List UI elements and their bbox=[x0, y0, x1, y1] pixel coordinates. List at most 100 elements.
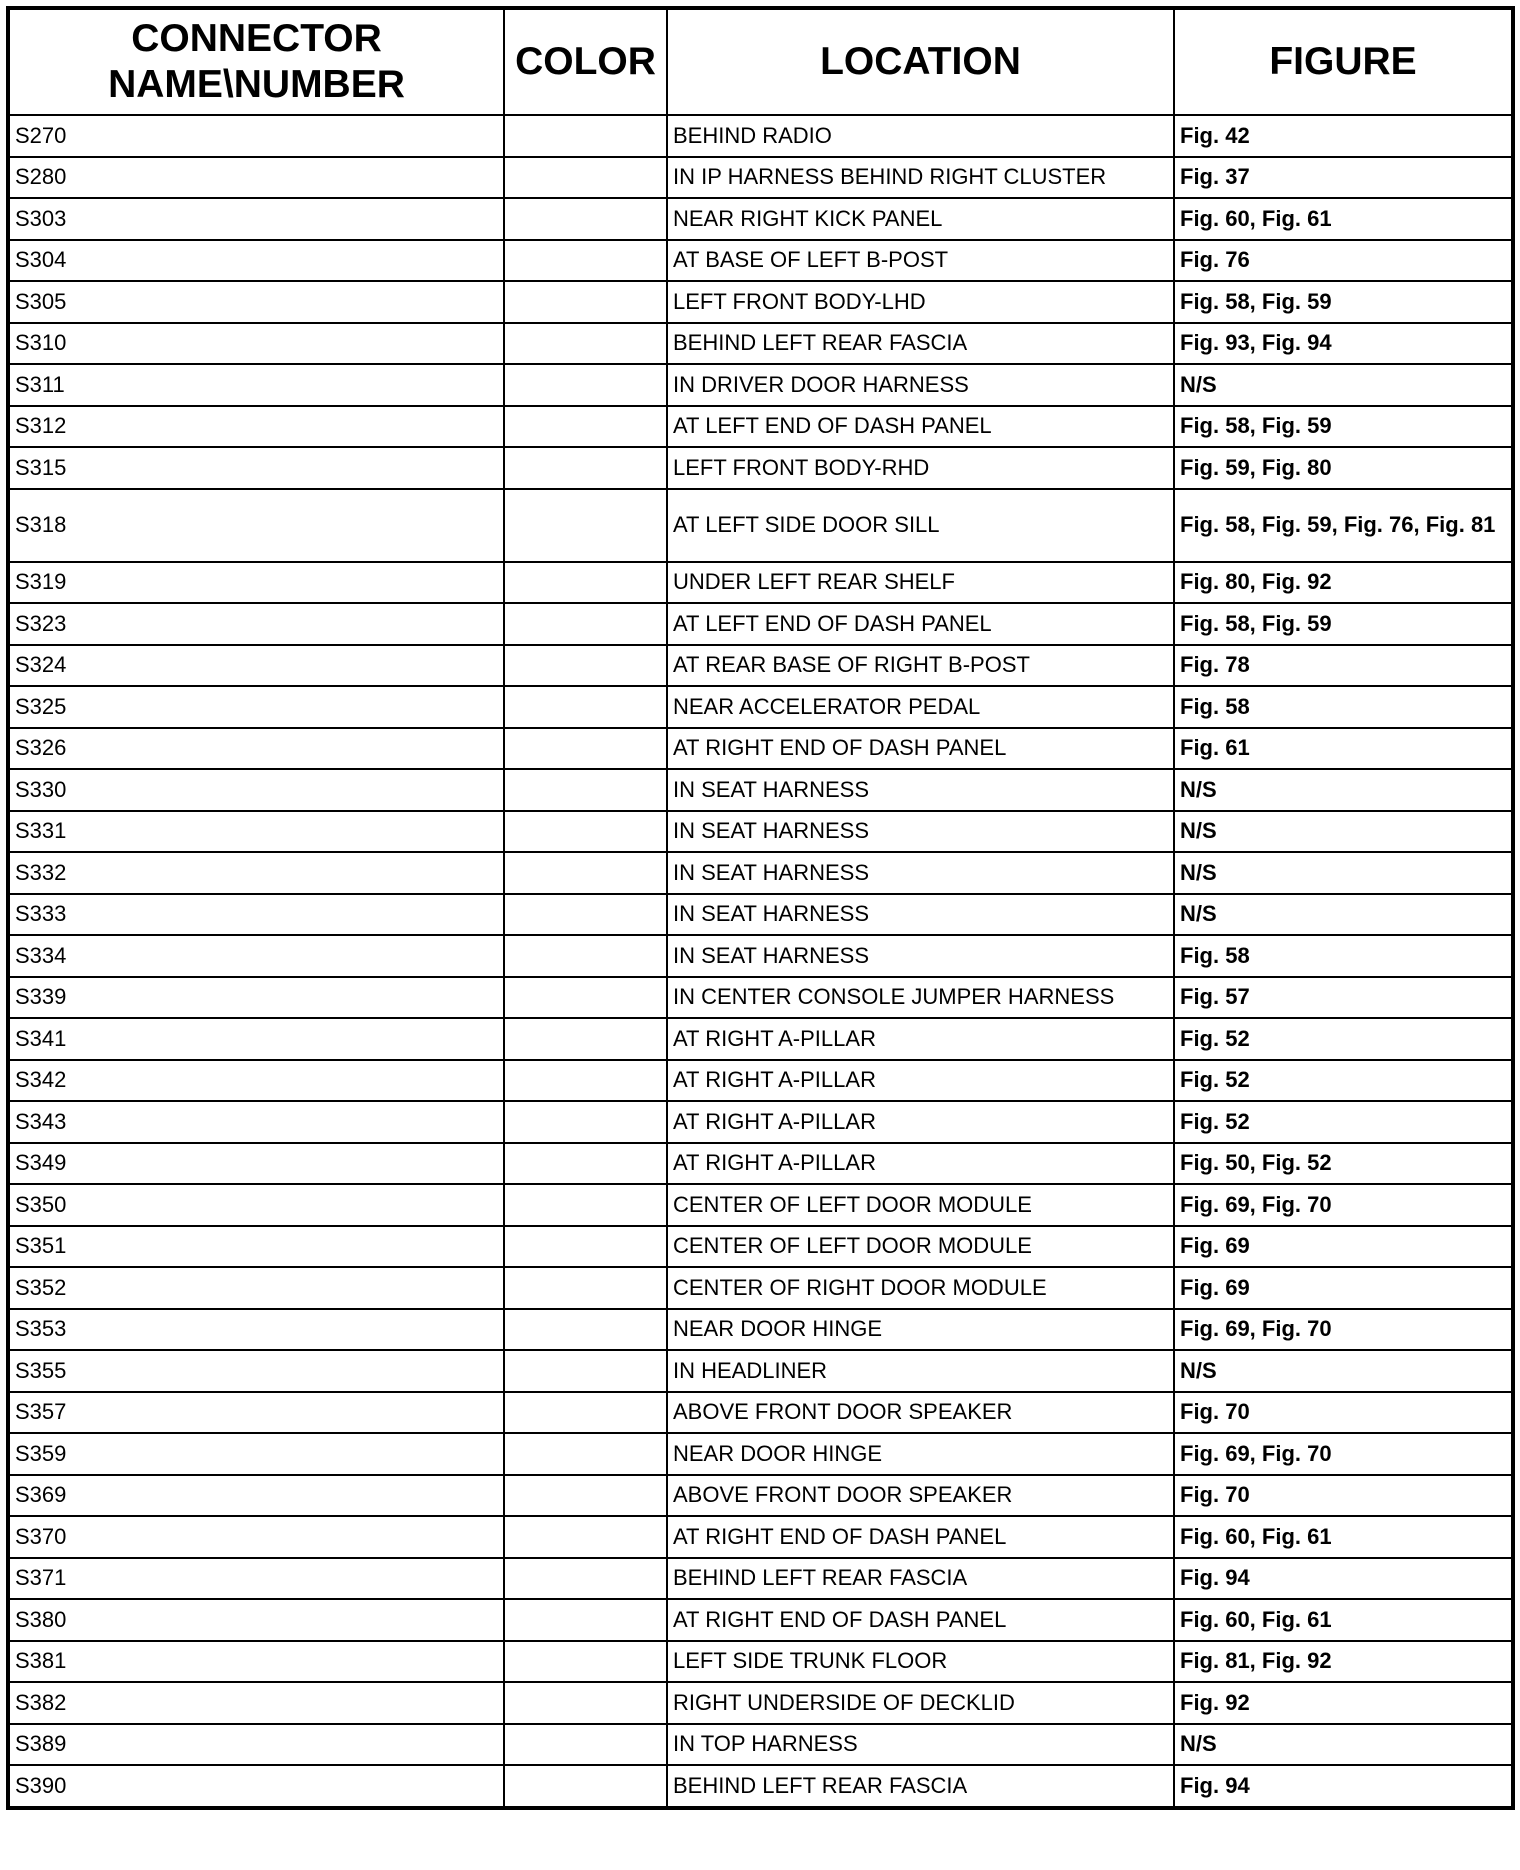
table-row: S310 BEHIND LEFT REAR FASCIA Fig. 93, Fig.… bbox=[7, 321, 1514, 365]
table-row: S325 NEAR ACCELERATOR PEDAL Fig. 58 bbox=[7, 685, 1514, 729]
figure-cell: Fig. 76 bbox=[1173, 238, 1514, 282]
table-row: S370 AT RIGHT END OF DASH PANEL Fig. 60, F… bbox=[7, 1515, 1514, 1559]
color-cell bbox=[503, 1100, 668, 1144]
location-cell: LEFT FRONT BODY-LHD bbox=[666, 280, 1175, 324]
connector-cell: S323 bbox=[7, 602, 505, 646]
table-row: S380 AT RIGHT END OF DASH PANEL Fig. 60, F… bbox=[7, 1598, 1514, 1642]
location-cell: AT RIGHT A-PILLAR bbox=[666, 1017, 1175, 1061]
figure-cell: Fig. 58 bbox=[1173, 685, 1514, 729]
table-row: S333 IN SEAT HARNESS N/S bbox=[7, 892, 1514, 936]
color-cell bbox=[503, 1307, 668, 1351]
color-cell bbox=[503, 1556, 668, 1600]
figure-cell: Fig. 70 bbox=[1173, 1473, 1514, 1517]
location-cell: CENTER OF LEFT DOOR MODULE bbox=[666, 1224, 1175, 1268]
location-cell: ABOVE FRONT DOOR SPEAKER bbox=[666, 1390, 1175, 1434]
connector-cell: S332 bbox=[7, 851, 505, 895]
table-row: S312 AT LEFT END OF DASH PANEL Fig. 58, Fi… bbox=[7, 404, 1514, 448]
location-cell: NEAR RIGHT KICK PANEL bbox=[666, 197, 1175, 241]
connector-cell: S343 bbox=[7, 1100, 505, 1144]
table-row: S319 UNDER LEFT REAR SHELF Fig. 80, Fig. 9… bbox=[7, 560, 1514, 604]
color-cell bbox=[503, 851, 668, 895]
color-cell bbox=[503, 685, 668, 729]
connector-cell: S389 bbox=[7, 1722, 505, 1766]
table-row: S342 AT RIGHT A-PILLAR Fig. 52 bbox=[7, 1058, 1514, 1102]
location-cell: CENTER OF RIGHT DOOR MODULE bbox=[666, 1266, 1175, 1310]
location-cell: LEFT SIDE TRUNK FLOOR bbox=[666, 1639, 1175, 1683]
color-cell bbox=[503, 446, 668, 490]
location-cell: IN SEAT HARNESS bbox=[666, 851, 1175, 895]
connector-cell: S270 bbox=[7, 114, 505, 158]
figure-cell: Fig. 61 bbox=[1173, 726, 1514, 770]
connector-cell: S303 bbox=[7, 197, 505, 241]
figure-cell: Fig. 58, Fig. 59, Fig. 76, Fig. 81 bbox=[1173, 487, 1514, 563]
location-cell: BEHIND LEFT REAR FASCIA bbox=[666, 1764, 1175, 1809]
table-row: S341 AT RIGHT A-PILLAR Fig. 52 bbox=[7, 1017, 1514, 1061]
connector-cell: S382 bbox=[7, 1681, 505, 1725]
connector-cell: S310 bbox=[7, 321, 505, 365]
color-cell bbox=[503, 1764, 668, 1809]
figure-cell: Fig. 69, Fig. 70 bbox=[1173, 1183, 1514, 1227]
table-row: S331 IN SEAT HARNESS N/S bbox=[7, 809, 1514, 853]
location-cell: AT RIGHT A-PILLAR bbox=[666, 1141, 1175, 1185]
connector-cell: S280 bbox=[7, 155, 505, 199]
table-row: S357 ABOVE FRONT DOOR SPEAKER Fig. 70 bbox=[7, 1390, 1514, 1434]
header-row: CONNECTOR NAME\NUMBER COLOR LOCATION FIG… bbox=[7, 7, 1514, 116]
connector-cell: S333 bbox=[7, 892, 505, 936]
table-row: S350 CENTER OF LEFT DOOR MODULE Fig. 69, F… bbox=[7, 1183, 1514, 1227]
color-cell bbox=[503, 1058, 668, 1102]
location-cell: BEHIND RADIO bbox=[666, 114, 1175, 158]
color-cell bbox=[503, 1017, 668, 1061]
table-row: S339 IN CENTER CONSOLE JUMPER HARNESS Fig.… bbox=[7, 975, 1514, 1019]
location-cell: AT REAR BASE OF RIGHT B-POST bbox=[666, 643, 1175, 687]
figure-cell: Fig. 59, Fig. 80 bbox=[1173, 446, 1514, 490]
location-cell: NEAR DOOR HINGE bbox=[666, 1432, 1175, 1476]
location-cell: IN SEAT HARNESS bbox=[666, 892, 1175, 936]
connector-cell: S353 bbox=[7, 1307, 505, 1351]
header-color: COLOR bbox=[503, 7, 668, 116]
color-cell bbox=[503, 363, 668, 407]
connector-cell: S342 bbox=[7, 1058, 505, 1102]
header-figure: FIGURE bbox=[1173, 7, 1514, 116]
connector-cell: S319 bbox=[7, 560, 505, 604]
table-row: S315 LEFT FRONT BODY-RHD Fig. 59, Fig. 80 bbox=[7, 446, 1514, 490]
figure-cell: Fig. 52 bbox=[1173, 1058, 1514, 1102]
figure-cell: Fig. 42 bbox=[1173, 114, 1514, 158]
figure-cell: Fig. 58, Fig. 59 bbox=[1173, 280, 1514, 324]
location-cell: AT RIGHT END OF DASH PANEL bbox=[666, 726, 1175, 770]
location-cell: AT LEFT END OF DASH PANEL bbox=[666, 404, 1175, 448]
figure-cell: Fig. 58, Fig. 59 bbox=[1173, 602, 1514, 646]
table-row: S330 IN SEAT HARNESS N/S bbox=[7, 768, 1514, 812]
figure-cell: Fig. 52 bbox=[1173, 1100, 1514, 1144]
color-cell bbox=[503, 1183, 668, 1227]
color-cell bbox=[503, 1141, 668, 1185]
table-row: S359 NEAR DOOR HINGE Fig. 69, Fig. 70 bbox=[7, 1432, 1514, 1476]
connector-cell: S312 bbox=[7, 404, 505, 448]
connector-cell: S331 bbox=[7, 809, 505, 853]
table-row: S382 RIGHT UNDERSIDE OF DECKLID Fig. 92 bbox=[7, 1681, 1514, 1725]
figure-cell: Fig. 81, Fig. 92 bbox=[1173, 1639, 1514, 1683]
color-cell bbox=[503, 975, 668, 1019]
figure-cell: N/S bbox=[1173, 851, 1514, 895]
figure-cell: N/S bbox=[1173, 1349, 1514, 1393]
color-cell bbox=[503, 1639, 668, 1683]
color-cell bbox=[503, 1598, 668, 1642]
location-cell: IN TOP HARNESS bbox=[666, 1722, 1175, 1766]
connector-cell: S380 bbox=[7, 1598, 505, 1642]
table-row: S334 IN SEAT HARNESS Fig. 58 bbox=[7, 934, 1514, 978]
color-cell bbox=[503, 560, 668, 604]
connector-cell: S350 bbox=[7, 1183, 505, 1227]
figure-cell: Fig. 60, Fig. 61 bbox=[1173, 1598, 1514, 1642]
figure-cell: N/S bbox=[1173, 768, 1514, 812]
figure-cell: Fig. 60, Fig. 61 bbox=[1173, 197, 1514, 241]
connector-location-table: CONNECTOR NAME\NUMBER COLOR LOCATION FIG… bbox=[6, 6, 1515, 1810]
figure-cell: Fig. 69 bbox=[1173, 1266, 1514, 1310]
figure-cell: N/S bbox=[1173, 1722, 1514, 1766]
table-row: S381 LEFT SIDE TRUNK FLOOR Fig. 81, Fig. 9… bbox=[7, 1639, 1514, 1683]
connector-cell: S305 bbox=[7, 280, 505, 324]
location-cell: NEAR ACCELERATOR PEDAL bbox=[666, 685, 1175, 729]
header-location: LOCATION bbox=[666, 7, 1175, 116]
table-row: S326 AT RIGHT END OF DASH PANEL Fig. 61 bbox=[7, 726, 1514, 770]
color-cell bbox=[503, 114, 668, 158]
location-cell: AT LEFT END OF DASH PANEL bbox=[666, 602, 1175, 646]
location-cell: IN SEAT HARNESS bbox=[666, 809, 1175, 853]
